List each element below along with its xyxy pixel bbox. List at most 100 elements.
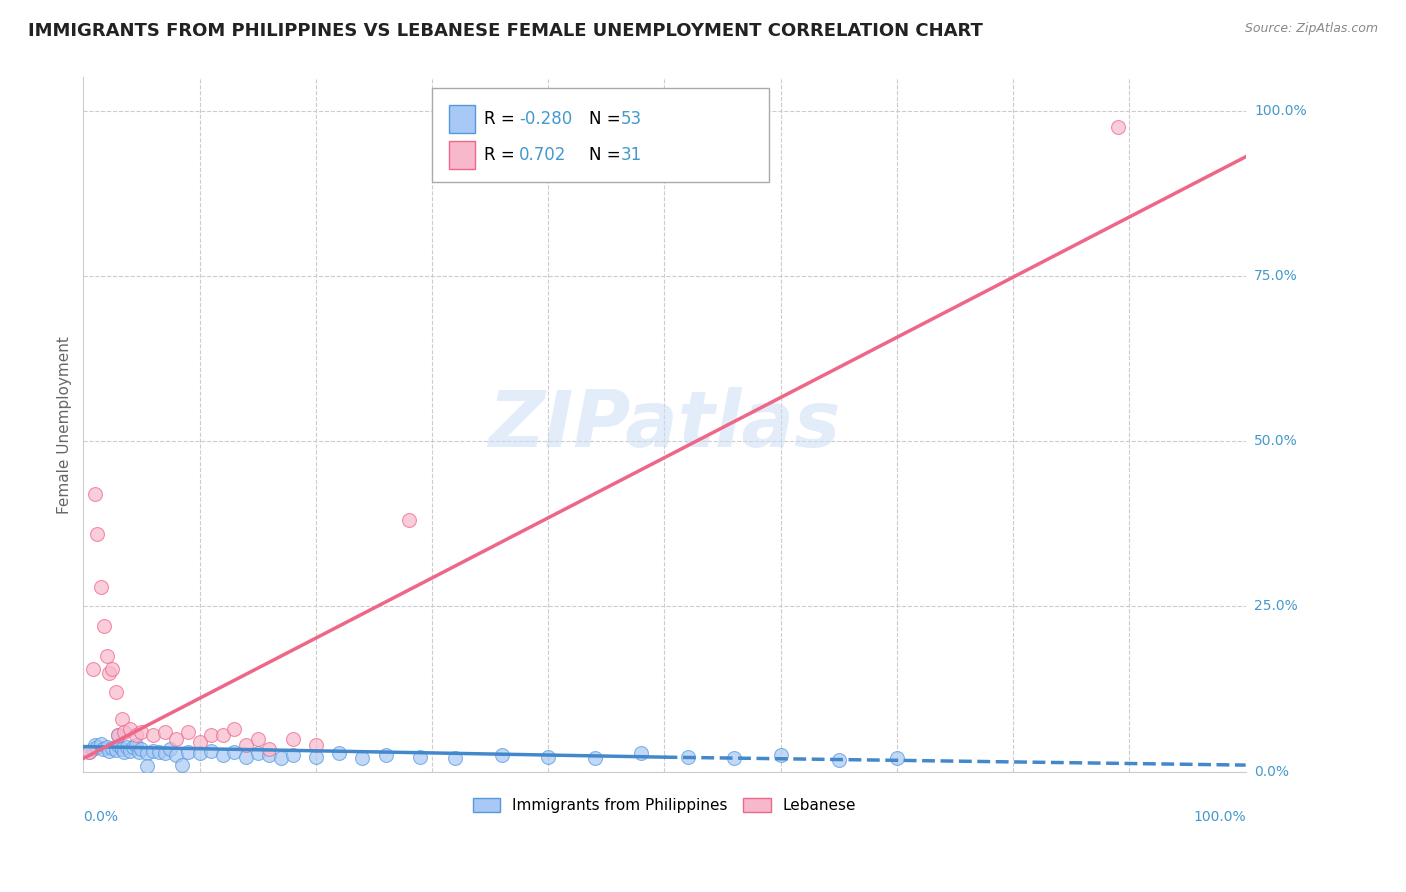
Point bbox=[153, 725, 176, 739]
Point bbox=[328, 746, 350, 760]
Point bbox=[177, 725, 200, 739]
Point bbox=[124, 728, 146, 742]
Point bbox=[630, 746, 652, 760]
Point bbox=[211, 728, 233, 742]
Point bbox=[131, 725, 153, 739]
Point bbox=[769, 748, 792, 763]
Point bbox=[281, 748, 304, 763]
Point bbox=[200, 728, 222, 742]
Point bbox=[90, 580, 112, 594]
Point bbox=[281, 731, 304, 746]
Text: Source: ZipAtlas.com: Source: ZipAtlas.com bbox=[1244, 22, 1378, 36]
Point bbox=[165, 748, 187, 763]
Point bbox=[398, 513, 420, 527]
Point bbox=[235, 738, 257, 752]
Text: IMMIGRANTS FROM PHILIPPINES VS LEBANESE FEMALE UNEMPLOYMENT CORRELATION CHART: IMMIGRANTS FROM PHILIPPINES VS LEBANESE … bbox=[28, 22, 983, 40]
Point bbox=[159, 741, 181, 756]
Point bbox=[886, 751, 908, 765]
Point bbox=[112, 725, 135, 739]
Point bbox=[101, 740, 124, 755]
Point bbox=[104, 685, 127, 699]
Point bbox=[409, 750, 432, 764]
Point bbox=[136, 746, 159, 760]
Point bbox=[246, 746, 269, 760]
Point bbox=[77, 745, 100, 759]
Point bbox=[583, 751, 606, 765]
Point bbox=[136, 759, 159, 773]
Point bbox=[165, 731, 187, 746]
Point bbox=[259, 741, 281, 756]
Point bbox=[259, 748, 281, 763]
FancyBboxPatch shape bbox=[450, 141, 475, 169]
Point bbox=[77, 745, 100, 759]
Point bbox=[82, 741, 104, 756]
Point bbox=[537, 750, 560, 764]
Point bbox=[224, 722, 246, 736]
Point bbox=[111, 712, 134, 726]
Point bbox=[224, 745, 246, 759]
Point bbox=[200, 743, 222, 757]
Point bbox=[111, 741, 134, 756]
Point bbox=[153, 746, 176, 760]
Y-axis label: Female Unemployment: Female Unemployment bbox=[58, 335, 72, 514]
Point bbox=[91, 741, 114, 756]
Point bbox=[82, 662, 104, 676]
Point bbox=[246, 731, 269, 746]
Point bbox=[107, 728, 129, 742]
Point bbox=[676, 750, 699, 764]
FancyBboxPatch shape bbox=[432, 87, 769, 182]
Point bbox=[107, 728, 129, 742]
Point bbox=[188, 735, 211, 749]
Text: ZIPatlas: ZIPatlas bbox=[488, 386, 841, 463]
Text: 50.0%: 50.0% bbox=[1254, 434, 1298, 448]
Point bbox=[142, 728, 165, 742]
Point bbox=[352, 751, 374, 765]
Point bbox=[112, 745, 135, 759]
Point bbox=[188, 746, 211, 760]
Point bbox=[148, 745, 170, 759]
Point bbox=[305, 750, 328, 764]
Point bbox=[107, 738, 129, 752]
Point bbox=[1107, 120, 1129, 134]
Text: 0.0%: 0.0% bbox=[1254, 764, 1289, 779]
Text: N =: N = bbox=[589, 110, 620, 128]
Text: 75.0%: 75.0% bbox=[1254, 268, 1298, 283]
Text: 53: 53 bbox=[620, 110, 641, 128]
Point bbox=[124, 738, 146, 752]
FancyBboxPatch shape bbox=[450, 105, 475, 133]
Point bbox=[96, 648, 118, 663]
Point bbox=[444, 751, 467, 765]
Point bbox=[117, 739, 139, 754]
Point bbox=[118, 743, 141, 757]
Text: 0.702: 0.702 bbox=[519, 146, 567, 164]
Text: 0.0%: 0.0% bbox=[83, 810, 118, 824]
Point bbox=[828, 753, 851, 767]
Point bbox=[104, 743, 127, 757]
Point bbox=[97, 743, 120, 757]
Text: 31: 31 bbox=[620, 146, 641, 164]
Text: 100.0%: 100.0% bbox=[1254, 103, 1306, 118]
Point bbox=[101, 662, 124, 676]
Point bbox=[93, 619, 115, 633]
Text: 25.0%: 25.0% bbox=[1254, 599, 1298, 614]
Point bbox=[131, 741, 153, 756]
Point bbox=[142, 743, 165, 757]
Point bbox=[90, 737, 112, 751]
Legend: Immigrants from Philippines, Lebanese: Immigrants from Philippines, Lebanese bbox=[467, 792, 862, 820]
Point bbox=[128, 745, 150, 759]
Text: N =: N = bbox=[589, 146, 620, 164]
Text: 100.0%: 100.0% bbox=[1194, 810, 1246, 824]
Point bbox=[172, 758, 194, 772]
Point bbox=[84, 738, 107, 752]
Point bbox=[305, 738, 328, 752]
Point bbox=[235, 750, 257, 764]
Text: R =: R = bbox=[484, 110, 515, 128]
Point bbox=[211, 748, 233, 763]
Point bbox=[86, 526, 108, 541]
Point bbox=[84, 487, 107, 501]
Point bbox=[491, 748, 513, 763]
Point bbox=[723, 751, 745, 765]
Point bbox=[97, 665, 120, 680]
Point bbox=[118, 722, 141, 736]
Point bbox=[177, 745, 200, 759]
